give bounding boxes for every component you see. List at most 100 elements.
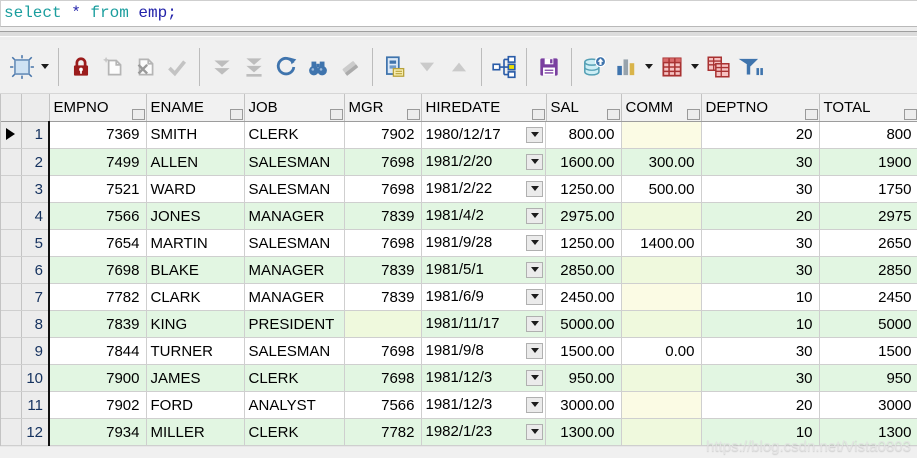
column-options-box[interactable] — [329, 108, 343, 120]
dataset-grid-button[interactable] — [6, 51, 38, 83]
dataset-dropdown-button[interactable] — [38, 51, 52, 83]
column-header-sal[interactable]: SAL — [546, 94, 622, 122]
cell-mgr[interactable] — [344, 310, 422, 338]
cell-comm[interactable] — [621, 121, 702, 149]
cell-ename[interactable]: BLAKE — [146, 256, 245, 284]
cell-mgr[interactable]: 7839 — [344, 202, 422, 230]
row-number[interactable]: 2 — [21, 148, 50, 176]
column-options-box[interactable] — [406, 108, 420, 120]
grid-view-dropdown-button[interactable] — [688, 51, 702, 83]
cell-ename[interactable]: MARTIN — [146, 229, 245, 257]
column-header-total[interactable]: TOTAL — [819, 94, 917, 122]
cell-hiredate[interactable]: 1981/9/28 — [421, 229, 546, 257]
column-options-box[interactable] — [804, 108, 818, 120]
row-number[interactable]: 3 — [21, 175, 50, 203]
cell-empno[interactable]: 7654 — [49, 229, 147, 257]
cell-deptno[interactable]: 30 — [701, 337, 820, 365]
cell-ename[interactable]: FORD — [146, 391, 245, 419]
cell-total[interactable]: 1900 — [819, 148, 917, 176]
cell-job[interactable]: MANAGER — [244, 283, 345, 311]
row-number[interactable]: 11 — [21, 391, 50, 419]
cell-hiredate[interactable]: 1982/1/23 — [421, 418, 546, 446]
cell-job[interactable]: SALESMAN — [244, 229, 345, 257]
cell-empno[interactable]: 7902 — [49, 391, 147, 419]
cell-comm[interactable]: 300.00 — [621, 148, 702, 176]
row-number[interactable]: 7 — [21, 283, 50, 311]
date-dropdown-button[interactable] — [526, 369, 543, 386]
cell-empno[interactable]: 7844 — [49, 337, 147, 365]
cell-empno[interactable]: 7900 — [49, 364, 147, 392]
cell-ename[interactable]: JAMES — [146, 364, 245, 392]
cell-mgr[interactable]: 7698 — [344, 364, 422, 392]
find-button[interactable] — [302, 51, 334, 83]
cell-job[interactable]: MANAGER — [244, 202, 345, 230]
cell-mgr[interactable]: 7902 — [344, 121, 422, 149]
save-button[interactable] — [533, 51, 565, 83]
cell-sal[interactable]: 800.00 — [546, 121, 622, 149]
cell-ename[interactable]: TURNER — [146, 337, 245, 365]
cell-hiredate[interactable]: 1981/6/9 — [421, 283, 546, 311]
cell-hiredate[interactable]: 1981/4/2 — [421, 202, 546, 230]
column-header-ename[interactable]: ENAME — [146, 94, 245, 122]
cell-hiredate[interactable]: 1981/2/22 — [421, 175, 546, 203]
cell-deptno[interactable]: 20 — [701, 391, 820, 419]
foreign-key-tree-button[interactable] — [488, 51, 520, 83]
cell-sal[interactable]: 1600.00 — [546, 148, 622, 176]
filter-button[interactable] — [734, 51, 766, 83]
cell-ename[interactable]: WARD — [146, 175, 245, 203]
cell-empno[interactable]: 7782 — [49, 283, 147, 311]
cell-total[interactable]: 2850 — [819, 256, 917, 284]
single-record-view-button[interactable] — [379, 51, 411, 83]
date-dropdown-button[interactable] — [526, 180, 543, 197]
cell-job[interactable]: CLERK — [244, 418, 345, 446]
cell-sal[interactable]: 1250.00 — [546, 229, 622, 257]
column-header-comm[interactable]: COMM — [621, 94, 702, 122]
date-dropdown-button[interactable] — [526, 126, 543, 143]
cell-total[interactable]: 2975 — [819, 202, 917, 230]
cell-hiredate[interactable]: 1981/9/8 — [421, 337, 546, 365]
lock-button[interactable] — [65, 51, 97, 83]
cell-hiredate[interactable]: 1981/11/17 — [421, 310, 546, 338]
column-options-box[interactable] — [686, 108, 700, 120]
cell-comm[interactable]: 1400.00 — [621, 229, 702, 257]
cell-sal[interactable]: 1500.00 — [546, 337, 622, 365]
row-number[interactable]: 5 — [21, 229, 50, 257]
cell-sal[interactable]: 950.00 — [546, 364, 622, 392]
cell-mgr[interactable]: 7698 — [344, 229, 422, 257]
cell-job[interactable]: ANALYST — [244, 391, 345, 419]
cell-job[interactable]: CLERK — [244, 121, 345, 149]
cell-hiredate[interactable]: 1981/12/3 — [421, 391, 546, 419]
cell-total[interactable]: 800 — [819, 121, 917, 149]
cell-mgr[interactable]: 7566 — [344, 391, 422, 419]
date-dropdown-button[interactable] — [526, 423, 543, 440]
cell-hiredate[interactable]: 1981/5/1 — [421, 256, 546, 284]
cell-empno[interactable]: 7934 — [49, 418, 147, 446]
cell-hiredate[interactable]: 1981/12/3 — [421, 364, 546, 392]
cell-comm[interactable] — [621, 391, 702, 419]
cell-empno[interactable]: 7499 — [49, 148, 147, 176]
cell-comm[interactable] — [621, 364, 702, 392]
cell-job[interactable]: CLERK — [244, 364, 345, 392]
cell-sal[interactable]: 5000.00 — [546, 310, 622, 338]
cell-mgr[interactable]: 7698 — [344, 148, 422, 176]
cell-hiredate[interactable]: 1980/12/17 — [421, 121, 546, 149]
export-data-button[interactable] — [578, 51, 610, 83]
cell-ename[interactable]: CLARK — [146, 283, 245, 311]
cell-total[interactable]: 1750 — [819, 175, 917, 203]
cell-deptno[interactable]: 30 — [701, 364, 820, 392]
date-dropdown-button[interactable] — [526, 315, 543, 332]
cell-job[interactable]: SALESMAN — [244, 337, 345, 365]
cell-sal[interactable]: 2850.00 — [546, 256, 622, 284]
column-header-job[interactable]: JOB — [244, 94, 345, 122]
cell-sal[interactable]: 3000.00 — [546, 391, 622, 419]
date-dropdown-button[interactable] — [526, 396, 543, 413]
cell-deptno[interactable]: 10 — [701, 418, 820, 446]
grid-view-button[interactable] — [656, 51, 688, 83]
cell-job[interactable]: MANAGER — [244, 256, 345, 284]
cell-ename[interactable]: MILLER — [146, 418, 245, 446]
cell-comm[interactable] — [621, 256, 702, 284]
cell-mgr[interactable]: 7839 — [344, 256, 422, 284]
cell-comm[interactable]: 0.00 — [621, 337, 702, 365]
cell-job[interactable]: PRESIDENT — [244, 310, 345, 338]
cell-deptno[interactable]: 30 — [701, 229, 820, 257]
